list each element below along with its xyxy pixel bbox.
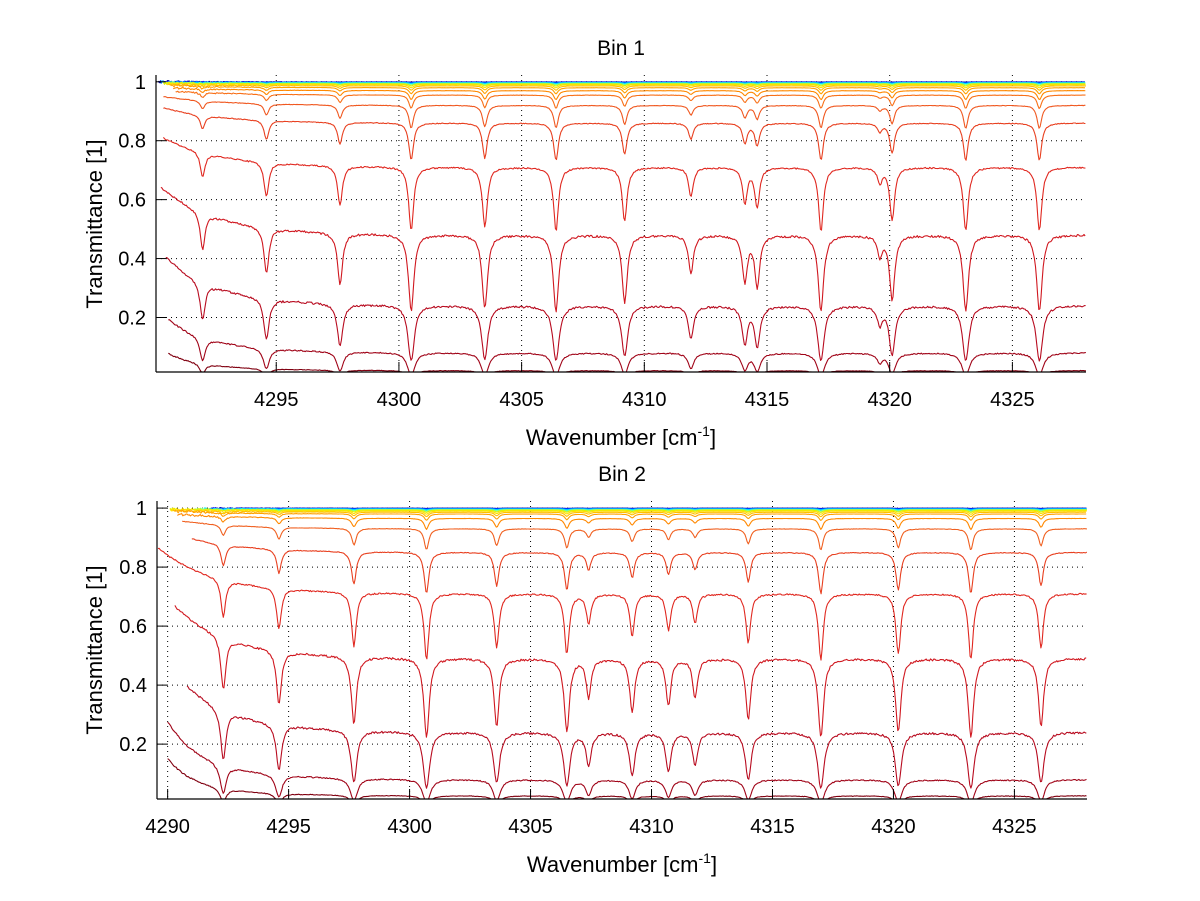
y-tick-label: 0.4	[119, 675, 147, 697]
x-tick-label: 4315	[745, 389, 790, 411]
y-axis-label: Transmittance [1]	[82, 139, 107, 308]
y-tick-label: 0.8	[118, 131, 146, 153]
y-axis-label: Transmittance [1]	[82, 565, 107, 734]
x-tick-label: 4320	[867, 389, 912, 411]
series-group	[157, 507, 1087, 799]
x-tick-label: 4305	[508, 816, 553, 838]
x-tick-label: 4325	[992, 816, 1037, 838]
x-axis-label-end: ]	[710, 425, 716, 450]
series-line	[167, 758, 1087, 799]
series-line	[174, 605, 1087, 738]
series-line	[182, 520, 1087, 551]
y-tick-label: 0.2	[118, 307, 146, 329]
series-line	[191, 538, 1087, 595]
series-line	[160, 80, 1086, 85]
series-line	[203, 507, 1087, 511]
series-line	[177, 513, 1087, 531]
series-line	[157, 547, 1087, 661]
x-tick-label: 4305	[499, 389, 544, 411]
series-line	[163, 96, 1086, 129]
series-line	[172, 509, 1086, 518]
series-line	[168, 319, 1086, 372]
series-line	[169, 507, 1087, 515]
axes-bin-2: Bin 2 Transmittance [1] Wavenumber [cm-1…	[82, 463, 1087, 877]
series-line	[172, 86, 1086, 101]
y-tick-label: 0.8	[119, 557, 147, 579]
series-line	[162, 137, 1086, 231]
y-tick-label: 0.6	[118, 190, 146, 212]
y-tick-label: 0.6	[119, 616, 147, 638]
x-axis-label-sup: -1	[699, 850, 712, 866]
series-line	[165, 257, 1086, 362]
series-line	[191, 507, 1087, 512]
series-line	[163, 80, 1086, 86]
x-tick-label: 4295	[254, 389, 299, 411]
series-line	[165, 81, 1086, 89]
x-tick-label: 4290	[145, 816, 190, 838]
series-line	[175, 90, 1086, 110]
series-group	[158, 80, 1086, 372]
y-tick-label: 1	[135, 72, 146, 94]
x-tick-label: 4310	[629, 816, 674, 838]
series-line	[160, 186, 1086, 313]
series-line	[163, 107, 1086, 161]
x-tick-label: 4300	[377, 389, 422, 411]
y-tick-label: 0.2	[119, 734, 147, 756]
x-axis-label-sup: -1	[698, 423, 711, 439]
series-line	[174, 509, 1087, 521]
x-tick-label: 4320	[871, 816, 916, 838]
x-tick-label: 4315	[750, 816, 795, 838]
x-axis-label-main: Wavenumber [cm	[527, 852, 699, 877]
y-tick-label: 0.4	[118, 249, 146, 271]
series-line	[167, 721, 1087, 799]
x-tick-label: 4295	[266, 816, 311, 838]
y-tick-label: 1	[136, 498, 147, 520]
series-line	[162, 81, 1086, 87]
series-line	[170, 84, 1086, 95]
x-tick-label: 4310	[622, 389, 667, 411]
chart-title: Bin 1	[597, 37, 645, 60]
chart-title: Bin 2	[598, 463, 646, 486]
x-axis-label-main: Wavenumber [cm	[526, 425, 698, 450]
series-line	[169, 507, 1087, 513]
x-axis-label: Wavenumber [cm-1]	[526, 423, 716, 450]
x-axis-label-end: ]	[711, 852, 717, 877]
x-axis-label: Wavenumber [cm-1]	[527, 850, 717, 877]
series-line	[186, 685, 1087, 789]
x-tick-label: 4325	[990, 389, 1035, 411]
x-tick-label: 4300	[387, 816, 432, 838]
axes-bin-1: Bin 1 Transmittance [1] Wavenumber [cm-1…	[82, 37, 1086, 450]
series-line	[168, 83, 1086, 91]
series-line	[168, 352, 1086, 372]
